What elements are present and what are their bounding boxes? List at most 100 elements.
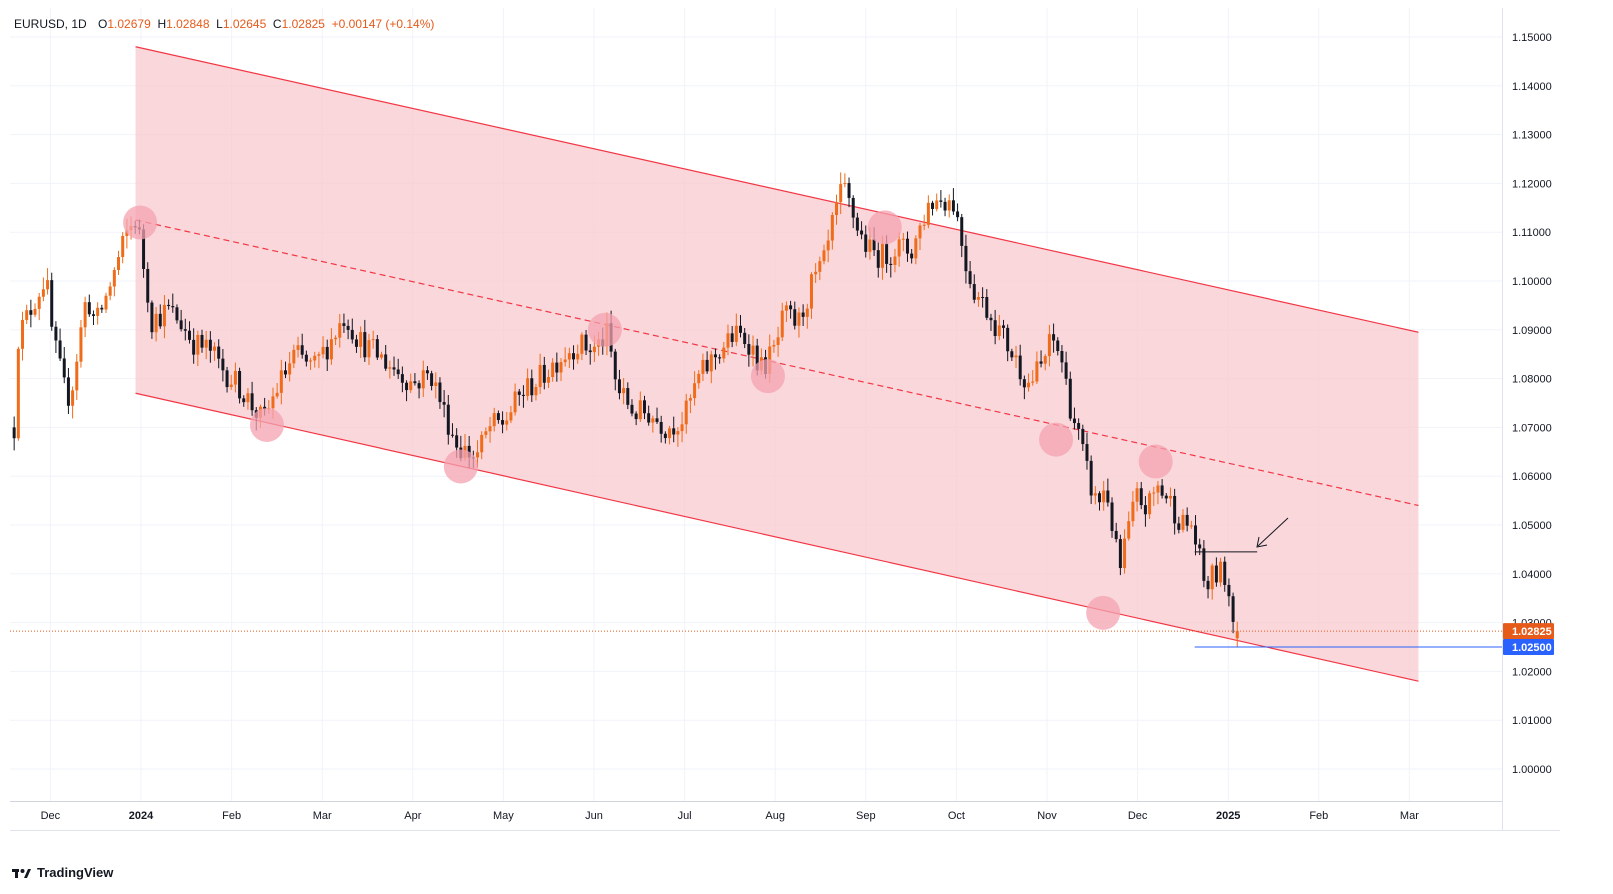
candle-body <box>71 390 75 406</box>
candle-body <box>551 362 555 378</box>
candle-body <box>776 337 780 345</box>
candle-body <box>1235 631 1239 639</box>
candle-body <box>367 340 371 358</box>
candle-body <box>1043 356 1047 364</box>
candle-body <box>1072 418 1076 424</box>
candle-body <box>246 393 250 403</box>
candle-body <box>809 274 813 309</box>
candle-body <box>41 289 45 297</box>
candle-body <box>359 332 363 347</box>
candle-body <box>1060 351 1064 363</box>
candle-body <box>839 184 843 203</box>
candle-body <box>943 201 947 211</box>
candle-body <box>526 378 530 396</box>
candle-body <box>1123 538 1127 569</box>
candle-body <box>279 370 283 393</box>
candle-body <box>1148 493 1152 515</box>
candle-body <box>755 345 759 371</box>
candle-body <box>213 346 217 351</box>
candle-body <box>734 325 738 342</box>
candle-body <box>380 354 384 358</box>
candle-body <box>835 202 839 215</box>
candle-body <box>342 323 346 326</box>
annotations <box>10 205 1502 648</box>
candle-body <box>530 378 534 396</box>
candle-body <box>21 319 25 349</box>
candle-body <box>797 312 801 326</box>
candle-body <box>37 296 41 309</box>
candle-body <box>743 332 747 345</box>
candle-body <box>1114 530 1118 540</box>
candle-body <box>1077 423 1081 429</box>
candle-body <box>1143 505 1147 515</box>
candle-body <box>693 383 697 399</box>
candle-body <box>993 320 997 337</box>
candle-body <box>450 434 454 436</box>
tradingview-logo[interactable]: TradingView <box>12 865 113 880</box>
candle-body <box>864 234 868 252</box>
symbol-name[interactable]: EURUSD, 1D <box>14 17 87 31</box>
y-tick-label: 1.11000 <box>1512 227 1551 239</box>
candle-body <box>154 313 158 333</box>
candle-body <box>492 413 496 427</box>
x-tick-label: Feb <box>1309 810 1328 822</box>
candle-body <box>100 307 104 310</box>
candle-body <box>455 435 459 448</box>
candle-body <box>968 271 972 285</box>
candle-body <box>617 379 621 394</box>
candle-body <box>501 420 505 425</box>
y-tick-label: 1.09000 <box>1512 325 1552 337</box>
candle-body <box>83 302 87 328</box>
candle-body <box>350 329 354 340</box>
candle-body <box>421 370 425 389</box>
candle-body <box>413 381 417 384</box>
candle-body <box>1219 561 1223 583</box>
candle-body <box>50 280 54 327</box>
channel-mid-line <box>135 219 1419 507</box>
candle-body <box>709 354 713 372</box>
candle-body <box>476 452 480 458</box>
candle-body <box>1198 544 1202 549</box>
candle-body <box>1185 514 1189 526</box>
candle-body <box>16 348 20 439</box>
candle-body <box>1156 485 1160 493</box>
candle-body <box>12 427 16 439</box>
candle-body <box>1068 378 1072 419</box>
candle-body <box>480 434 484 453</box>
candle-body <box>509 412 513 421</box>
candle-body <box>1189 525 1193 527</box>
candle-body <box>960 217 964 246</box>
x-tick-label: Mar <box>1400 810 1419 822</box>
candle-body <box>1052 334 1056 341</box>
candle-body <box>1098 493 1102 503</box>
candle-body <box>108 286 112 296</box>
symbol-legend: EURUSD, 1D O1.02679 H1.02848 L1.02645 C1… <box>14 17 434 31</box>
candle-body <box>488 426 492 432</box>
candle-body <box>142 229 146 269</box>
candle-body <box>309 360 313 362</box>
axes: 1.15000 1.14000 1.13000 1.12000 1.11000 1.100… <box>10 8 1560 831</box>
close-value: 1.02825 <box>281 17 325 31</box>
candle-body <box>79 327 83 362</box>
candle-body <box>534 387 538 396</box>
candle-body <box>304 354 308 362</box>
candle-body <box>167 304 171 307</box>
candle-body <box>338 323 342 338</box>
candle-body <box>705 359 709 372</box>
candle-body <box>288 363 292 375</box>
candle-body <box>329 339 333 360</box>
candle-body <box>1106 490 1110 503</box>
x-tick-label: Nov <box>1037 810 1057 822</box>
candle-body <box>784 305 788 311</box>
touch-point-marker <box>1039 422 1074 457</box>
touch-point-marker <box>249 407 284 442</box>
candle-body <box>196 334 200 355</box>
candle-body <box>229 384 233 388</box>
candle-body <box>663 433 667 439</box>
candle-body <box>425 370 429 374</box>
candle-body <box>392 367 396 370</box>
candle-body <box>496 413 500 421</box>
candle-body <box>1110 502 1114 531</box>
